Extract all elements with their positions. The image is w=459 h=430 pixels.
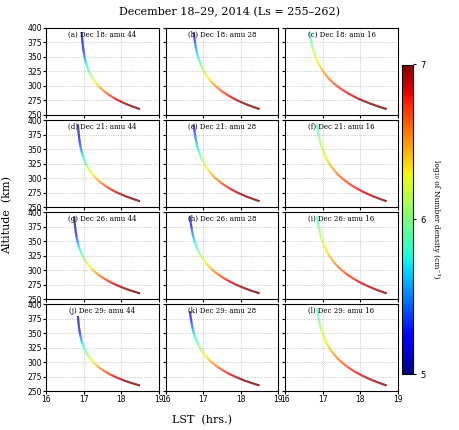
Y-axis label: log₁₀ of Number density (cm⁻³): log₁₀ of Number density (cm⁻³) [431,160,438,279]
Text: (b) Dec 18: amu 28: (b) Dec 18: amu 28 [187,31,256,39]
Text: (l) Dec 29: amu 16: (l) Dec 29: amu 16 [308,307,374,315]
Text: (c) Dec 18: amu 16: (c) Dec 18: amu 16 [307,31,375,39]
Text: (a) Dec 18: amu 44: (a) Dec 18: amu 44 [68,31,136,39]
Text: LST  (hrs.): LST (hrs.) [172,415,232,426]
Text: (g) Dec 26: amu 44: (g) Dec 26: amu 44 [68,215,136,223]
Text: (h) Dec 26: amu 28: (h) Dec 26: amu 28 [187,215,256,223]
Text: (d) Dec 21: amu 44: (d) Dec 21: amu 44 [68,123,136,131]
Text: (k) Dec 29: amu 28: (k) Dec 29: amu 28 [187,307,256,315]
Text: (e) Dec 21: amu 28: (e) Dec 21: amu 28 [187,123,256,131]
Text: (j) Dec 29: amu 44: (j) Dec 29: amu 44 [69,307,135,315]
Text: (i) Dec 26: amu 16: (i) Dec 26: amu 16 [308,215,374,223]
Text: Altitude  (km): Altitude (km) [2,176,12,254]
Text: December 18–29, 2014 (Ls = 255–262): December 18–29, 2014 (Ls = 255–262) [119,6,340,17]
Text: (f) Dec 21: amu 16: (f) Dec 21: amu 16 [308,123,374,131]
